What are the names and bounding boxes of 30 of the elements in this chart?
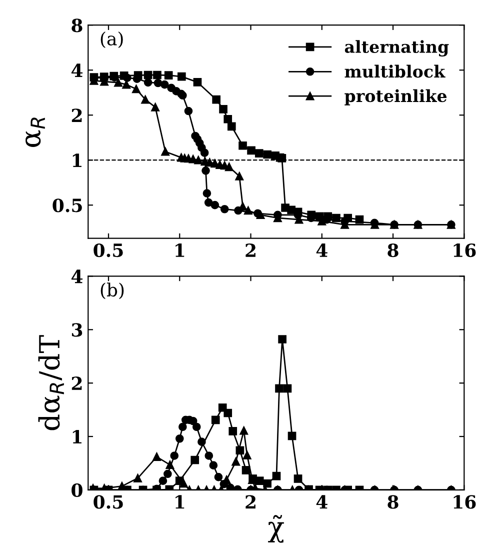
x-tick-label: 16 [454,243,476,258]
y-tick-label: 4 [71,64,83,77]
x-tick-label: 4 [316,243,328,257]
annotation: (b) [100,282,124,300]
x-tick-label: 0.5 [94,243,123,258]
x-tick-label: 2 [246,495,256,509]
y-tick-label: 1 [72,154,82,167]
x-tick-label: 1 [176,495,184,509]
y-axis-title: α$_{R}$ [26,118,45,147]
y-axis-title: dα$_{R}$/dT [38,335,64,430]
y-tick-label: 0.5 [52,198,82,212]
annotation: (a) [100,32,123,48]
y-tick-label: 2 [72,108,82,122]
y-tick-label: 3 [72,323,82,337]
legend-label: multiblock [344,64,446,78]
x-tick-label: 16 [454,495,476,509]
x-tick-label: 8 [388,495,398,509]
legend-label: alternating [344,40,449,56]
x-tick-label: 8 [388,243,398,258]
x-tick-label: 2 [246,243,256,257]
x-tick-label: 4 [316,495,328,509]
y-tick-label: 2 [72,376,82,390]
x-tick-label: 1 [176,243,184,257]
x-axis-title: χ̃ [268,515,284,543]
y-tick-label: 4 [71,270,83,284]
y-tick-label: 0 [72,483,82,498]
x-tick-label: 0.5 [94,495,123,509]
y-tick-label: 1 [72,430,82,444]
y-tick-label: 8 [72,18,82,32]
legend-label: proteinlike [344,89,447,106]
